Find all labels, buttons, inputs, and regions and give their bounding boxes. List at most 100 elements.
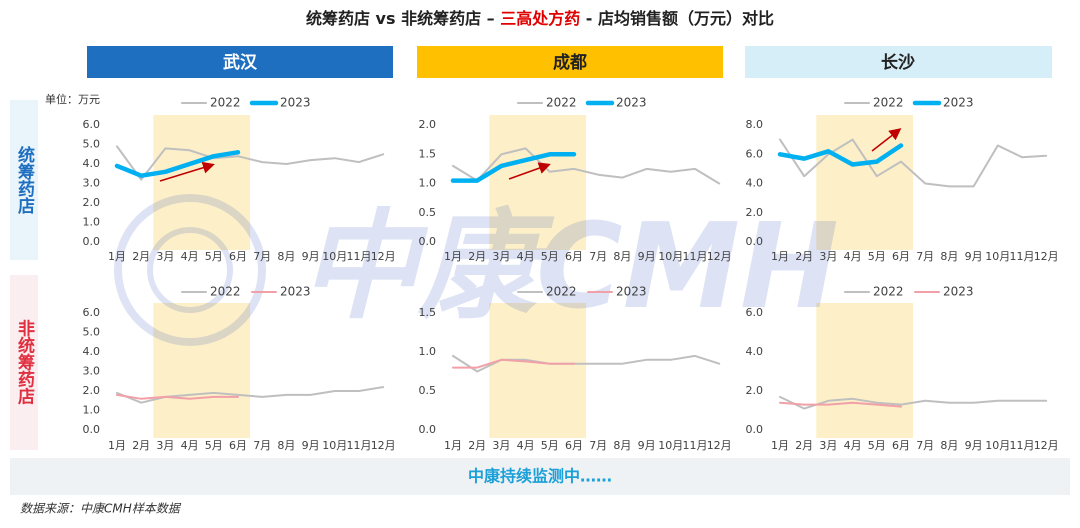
y-tick-label: 2.0 xyxy=(83,384,101,397)
column-header-bg xyxy=(87,46,393,78)
y-tick-label: 0.5 xyxy=(419,206,437,219)
x-tick-label: 12月 xyxy=(371,250,396,263)
y-tick-label: 1.0 xyxy=(83,216,101,229)
x-tick-label: 7月 xyxy=(253,439,271,452)
y-tick-label: 0.0 xyxy=(83,423,101,436)
x-tick-label: 6月 xyxy=(892,250,910,263)
x-tick-label: 2月 xyxy=(468,250,486,263)
legend-label: 2022 xyxy=(210,96,241,110)
legend-label: 2023 xyxy=(616,285,647,299)
line-series xyxy=(452,358,575,369)
y-tick-label: 1.0 xyxy=(419,177,437,190)
x-tick-label: 10月 xyxy=(658,250,683,263)
row-label: 非统筹药店 xyxy=(14,318,35,405)
line-series xyxy=(452,147,721,185)
title-part: - 店均销售额（万元）对比 xyxy=(580,9,774,28)
y-tick-label: 3.0 xyxy=(83,177,101,190)
x-tick-label: 11月 xyxy=(347,439,372,452)
y-tick-label: 0.0 xyxy=(746,235,764,248)
highlight-band xyxy=(816,303,914,438)
x-tick-label: 9月 xyxy=(638,439,656,452)
x-tick-label: 6月 xyxy=(229,250,247,263)
source-note: 数据来源：中康CMH样本数据 xyxy=(20,502,182,516)
trend-arrow xyxy=(871,128,902,152)
x-tick-label: 3月 xyxy=(156,250,174,263)
row-label-bg xyxy=(10,100,38,260)
x-tick-label: 9月 xyxy=(965,250,983,263)
y-tick-label: 8.0 xyxy=(746,118,764,131)
row-label: 统筹药店 xyxy=(14,145,35,215)
x-tick-label: 2月 xyxy=(795,439,813,452)
x-tick-label: 9月 xyxy=(638,250,656,263)
y-tick-label: 6.0 xyxy=(83,118,101,131)
x-tick-label: 6月 xyxy=(892,439,910,452)
x-tick-label: 10月 xyxy=(985,250,1010,263)
x-tick-label: 7月 xyxy=(589,250,607,263)
y-tick-label: 6.0 xyxy=(746,306,764,319)
legend-label: 2023 xyxy=(616,96,647,110)
x-tick-label: 6月 xyxy=(229,439,247,452)
page-title: 统筹药店 vs 非统筹药店 – 三高处方药 - 店均销售额（万元）对比 xyxy=(306,9,774,28)
unit-label: 单位：万元 xyxy=(45,92,100,106)
x-tick-label: 12月 xyxy=(707,439,732,452)
x-tick-label: 5月 xyxy=(541,250,559,263)
x-tick-label: 10月 xyxy=(322,439,347,452)
y-tick-label: 5.0 xyxy=(83,326,101,339)
y-tick-label: 2.0 xyxy=(83,196,101,209)
y-tick-label: 4.0 xyxy=(83,157,101,170)
y-tick-label: 2.0 xyxy=(746,384,764,397)
watermark-logo xyxy=(114,194,266,346)
x-tick-label: 10月 xyxy=(985,439,1010,452)
x-tick-label: 6月 xyxy=(565,250,583,263)
y-tick-label: 1.5 xyxy=(419,147,437,160)
y-tick-label: 1.5 xyxy=(419,306,437,319)
x-tick-label: 4月 xyxy=(517,250,535,263)
trend-arrow xyxy=(159,161,215,182)
x-tick-label: 1月 xyxy=(108,439,126,452)
x-tick-label: 7月 xyxy=(916,439,934,452)
line-series xyxy=(779,138,1048,188)
x-tick-label: 7月 xyxy=(589,439,607,452)
x-tick-label: 3月 xyxy=(819,439,837,452)
legend-label: 2022 xyxy=(546,96,577,110)
column-header: 长沙 xyxy=(881,52,915,73)
y-tick-label: 3.0 xyxy=(83,365,101,378)
x-tick-label: 9月 xyxy=(965,439,983,452)
line-series xyxy=(779,395,1048,410)
legend-label: 2023 xyxy=(280,285,311,299)
y-tick-label: 1.0 xyxy=(419,345,437,358)
line-series xyxy=(777,143,904,167)
x-tick-label: 9月 xyxy=(302,250,320,263)
row-label-bg xyxy=(10,275,38,450)
x-tick-label: 10月 xyxy=(658,439,683,452)
x-tick-label: 11月 xyxy=(683,439,708,452)
x-tick-label: 4月 xyxy=(844,250,862,263)
x-tick-label: 12月 xyxy=(1034,439,1059,452)
x-tick-label: 11月 xyxy=(347,250,372,263)
y-tick-label: 0.0 xyxy=(83,235,101,248)
column-header: 武汉 xyxy=(223,52,258,73)
y-tick-label: 0.5 xyxy=(419,384,437,397)
column-header-bg xyxy=(417,46,723,78)
x-tick-label: 2月 xyxy=(468,439,486,452)
legend-label: 2022 xyxy=(546,285,577,299)
y-tick-label: 4.0 xyxy=(83,345,101,358)
y-tick-label: 2.0 xyxy=(746,206,764,219)
x-tick-label: 4月 xyxy=(181,250,199,263)
x-tick-label: 10月 xyxy=(322,250,347,263)
y-tick-label: 6.0 xyxy=(83,306,101,319)
y-tick-label: 4.0 xyxy=(746,177,764,190)
footer-bar xyxy=(10,458,1070,495)
x-tick-label: 2月 xyxy=(132,439,150,452)
x-tick-label: 8月 xyxy=(277,250,295,263)
x-tick-label: 7月 xyxy=(253,250,271,263)
legend-label: 2023 xyxy=(943,285,974,299)
legend-label: 2022 xyxy=(210,285,241,299)
x-tick-label: 1月 xyxy=(444,250,462,263)
x-tick-label: 1月 xyxy=(771,250,789,263)
trend-arrow xyxy=(508,162,551,180)
y-tick-label: 0.0 xyxy=(746,423,764,436)
x-tick-label: 2月 xyxy=(132,250,150,263)
footer-text: 中康持续监测中…… xyxy=(468,467,612,486)
x-tick-label: 1月 xyxy=(771,439,789,452)
